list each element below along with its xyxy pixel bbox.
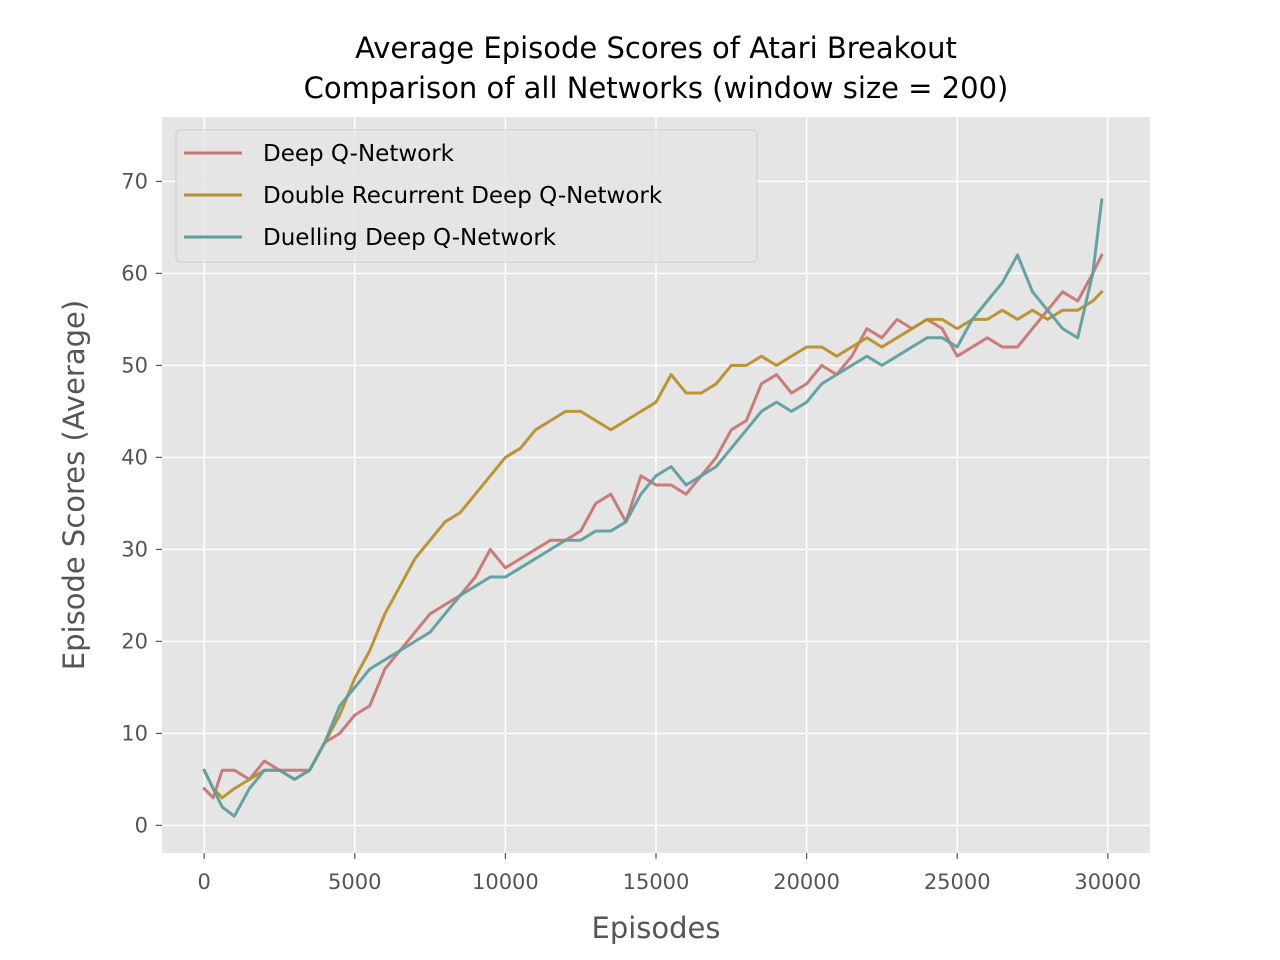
x-tick-label: 5000	[328, 870, 381, 894]
x-axis-label: Episodes	[592, 911, 721, 945]
chart-title-line1: Average Episode Scores of Atari Breakout	[355, 31, 957, 65]
x-tick-label: 15000	[623, 870, 690, 894]
legend-label-3: Duelling Deep Q-Network	[263, 225, 557, 251]
y-tick-label: 70	[121, 169, 148, 193]
x-tick-labels: 0 5000 10000 15000 20000 25000 30000	[197, 853, 1141, 894]
series-line-3	[202, 198, 1104, 818]
y-tick-label: 10	[121, 721, 148, 745]
legend-label-2: Double Recurrent Deep Q-Network	[263, 183, 663, 209]
y-tick-labels: 0 10 20 30 40 50 60 70	[121, 169, 162, 837]
series-lines	[202, 198, 1104, 818]
chart-title-line2: Comparison of all Networks (window size …	[304, 71, 1009, 105]
y-tick-label: 60	[121, 261, 148, 285]
x-tick-label: 10000	[472, 870, 539, 894]
y-tick-label: 50	[121, 353, 148, 377]
legend: Deep Q-Network Double Recurrent Deep Q-Ne…	[175, 129, 758, 263]
y-tick-label: 0	[135, 813, 148, 837]
y-tick-label: 40	[121, 445, 148, 469]
legend-entries: Deep Q-Network Double Recurrent Deep Q-Ne…	[184, 141, 663, 251]
x-tick-label: 25000	[924, 870, 991, 894]
series-line-2	[202, 290, 1104, 800]
legend-box	[175, 129, 758, 263]
x-tick-label: 20000	[773, 870, 840, 894]
series-line-1	[202, 253, 1104, 800]
y-axis-label: Episode Scores (Average)	[57, 300, 91, 670]
y-tick-label: 30	[121, 537, 148, 561]
legend-label-1: Deep Q-Network	[263, 141, 455, 167]
x-tick-label: 30000	[1074, 870, 1141, 894]
x-tick-label: 0	[197, 870, 210, 894]
y-tick-label: 20	[121, 629, 148, 653]
